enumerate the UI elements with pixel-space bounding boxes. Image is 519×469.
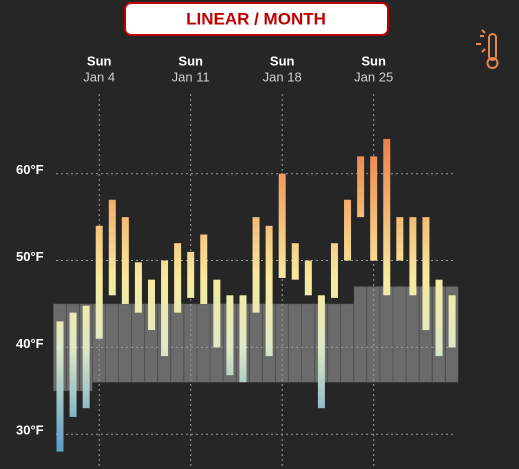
normal-range-bar [249, 303, 263, 383]
temperature-bar [174, 243, 182, 313]
normal-range-bar [340, 303, 354, 383]
normal-range-bar [170, 303, 184, 383]
temperature-bar [200, 234, 208, 304]
normal-range-bar [183, 303, 197, 383]
temperature-bar [422, 217, 430, 331]
temperature-bar [409, 217, 417, 296]
temperature-bar [108, 199, 116, 296]
temperature-bar [265, 225, 273, 357]
temperature-bar [187, 251, 195, 298]
temperature-bar [344, 199, 352, 261]
temperature-bar [357, 156, 365, 218]
y-tick-label: 60°F [16, 162, 44, 177]
normal-range-bar [196, 303, 210, 383]
x-tick-label: Jan 18 [263, 69, 302, 84]
normal-range-bar [118, 303, 132, 383]
temperature-bar [134, 262, 142, 313]
x-tick-label: Jan 25 [354, 69, 393, 84]
temperature-bar [82, 305, 90, 409]
normal-range-bar [131, 303, 145, 383]
temperature-bar [69, 312, 77, 417]
temperature-bar [370, 156, 378, 261]
chart-title: LINEAR / MONTH [186, 9, 326, 28]
y-tick-label: 30°F [16, 423, 44, 438]
temperature-bar [396, 217, 404, 261]
x-tick-label: Jan 4 [83, 69, 115, 84]
title-box [124, 2, 389, 36]
temperature-bar [95, 225, 103, 339]
thermometer-icon [476, 29, 499, 69]
x-tick-label: Jan 11 [172, 69, 210, 84]
temperature-bar [291, 243, 299, 280]
normal-range-bar [327, 303, 341, 383]
x-tick-weekday: Sun [178, 53, 203, 68]
temperature-bar [304, 260, 312, 296]
temperature-bar [121, 217, 129, 304]
normal-range-bar [275, 303, 289, 383]
temperature-bar [56, 321, 64, 452]
y-tick-label: 50°F [16, 249, 44, 264]
normal-range-bar [353, 286, 367, 383]
x-tick-weekday: Sun [361, 53, 386, 68]
temperature-bar [278, 173, 286, 278]
temperature-bar [383, 138, 391, 296]
normal-range-bar [105, 303, 119, 383]
temperature-bar [330, 243, 338, 298]
normal-range-bar [406, 286, 420, 383]
temperature-bar [239, 295, 247, 383]
temperature-bar [226, 295, 234, 376]
x-tick-weekday: Sun [270, 53, 295, 68]
temperature-bar [435, 279, 443, 357]
temperature-bar [448, 295, 456, 348]
temperature-bar [161, 260, 169, 357]
temperature-bar [147, 279, 155, 331]
normal-range-bar [393, 286, 407, 383]
temperature-bar [213, 279, 221, 348]
y-tick-label: 40°F [16, 336, 44, 351]
temperature-bar [317, 295, 325, 409]
normal-range-bar [301, 303, 315, 383]
normal-range-bar [379, 286, 393, 383]
x-tick-weekday: Sun [87, 53, 112, 68]
temperature-bar [252, 217, 260, 313]
normal-range-bar [288, 303, 302, 383]
